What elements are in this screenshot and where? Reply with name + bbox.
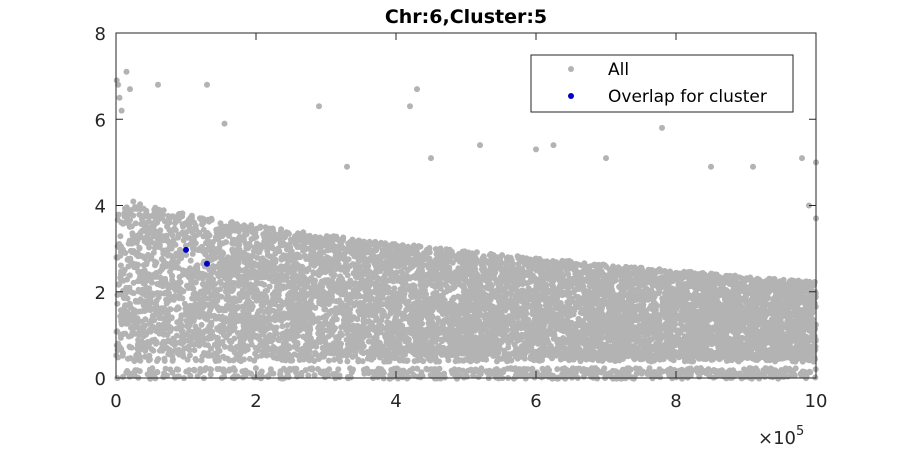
all-point-15 — [708, 163, 714, 170]
all-point-10 — [407, 103, 413, 110]
all-point-12 — [533, 146, 539, 153]
all-point-11 — [414, 86, 420, 93]
all-point-20 — [428, 155, 434, 162]
all-point-7 — [204, 81, 210, 88]
axis-ticks: 0 2 4 6 8 10 0 2 4 6 8 — [95, 24, 828, 412]
overlap-point-0 — [183, 246, 189, 253]
y-tick-label-4: 8 — [95, 24, 106, 45]
x-tick-label-3: 6 — [530, 391, 541, 412]
legend-marker-overlap — [568, 93, 574, 99]
all-point-1 — [115, 81, 122, 88]
all-point-21 — [477, 142, 483, 149]
all-point-13 — [550, 142, 557, 149]
all-point-6 — [155, 81, 161, 88]
x-exponent-label: ×105 — [758, 424, 804, 449]
chart-title: Chr:6,Cluster:5 — [385, 6, 547, 28]
x-tick-label-0: 0 — [110, 391, 121, 412]
all-point-3 — [118, 107, 125, 114]
legend-box — [530, 54, 794, 113]
x-tick-label-2: 4 — [390, 391, 401, 412]
legend-marker-all — [568, 66, 574, 72]
y-tick-label-0: 0 — [95, 369, 106, 390]
all-point-23 — [750, 163, 756, 170]
overlap-point-1 — [204, 260, 210, 267]
all-point-9 — [316, 103, 322, 110]
all-point-4 — [123, 68, 130, 75]
x-tick-label-1: 2 — [250, 391, 261, 412]
all-point-16 — [799, 155, 805, 162]
x-tick-label-4: 8 — [670, 391, 681, 412]
legend-label-overlap: Overlap for cluster — [608, 87, 767, 107]
y-tick-label-3: 6 — [95, 110, 106, 131]
all-point-2 — [116, 94, 123, 101]
legend-label-all: All — [608, 60, 629, 80]
all-points-cloud — [113, 198, 819, 382]
y-tick-label-1: 2 — [95, 283, 106, 304]
all-point-5 — [127, 86, 133, 93]
data-points — [113, 68, 819, 267]
point-cloud-all — [113, 198, 819, 382]
all-point-8 — [221, 120, 228, 127]
y-tick-label-2: 4 — [95, 197, 106, 218]
all-point-14 — [659, 124, 665, 131]
x-tick-label-5: 10 — [805, 391, 828, 412]
legend: All Overlap for cluster — [530, 54, 794, 113]
all-point-22 — [603, 155, 609, 162]
all-point-24 — [344, 163, 350, 170]
